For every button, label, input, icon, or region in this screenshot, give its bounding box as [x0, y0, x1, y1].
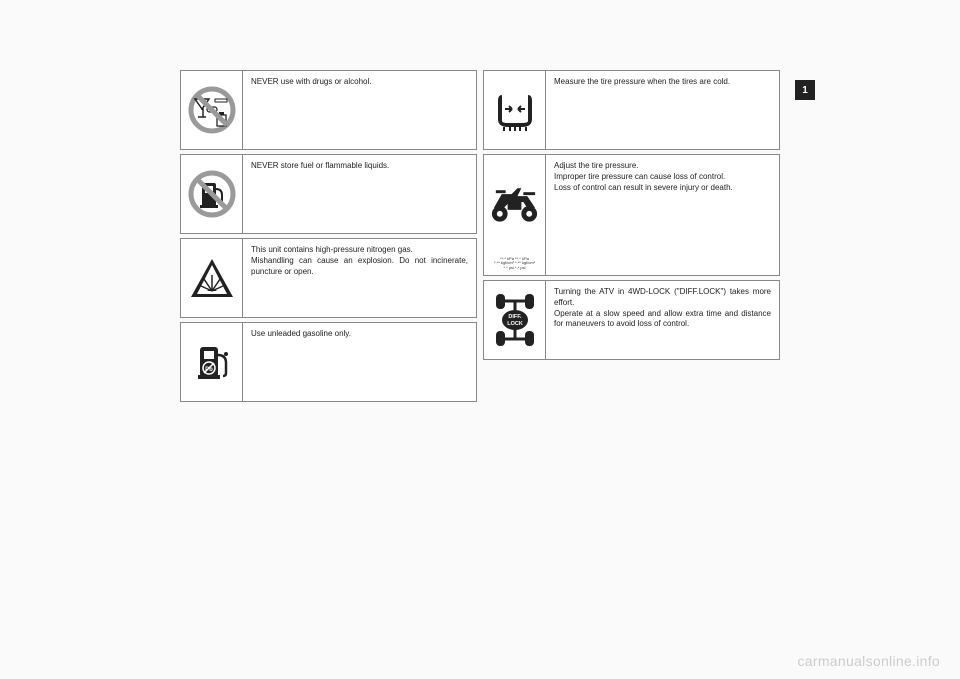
icon-cell — [181, 71, 243, 149]
warning-text: Measure the tire pressure when the tires… — [546, 71, 779, 149]
row-diff-lock: DIFF. LOCK Turning the ATV in 4WD-LOCK (… — [483, 280, 780, 360]
row-unleaded-only: Pb Use unleaded gasoline only. — [180, 322, 477, 402]
icon-cell: Pb — [181, 323, 243, 401]
page-number: 1 — [802, 85, 808, 96]
diff-label-bottom: LOCK — [507, 321, 523, 327]
warning-text: Turning the ATV in 4WD-LOCK ("DIFF.LOCK"… — [546, 281, 779, 359]
left-column: NEVER use with drugs or alcohol. NEVER s… — [180, 70, 477, 402]
icon-cell: **.* kPa **.* kPa *.** kgf/cm² *.** kgf/… — [484, 155, 546, 275]
no-drugs-alcohol-icon — [187, 85, 237, 135]
icon-cell — [181, 239, 243, 317]
row-tire-pressure-cold: Measure the tire pressure when the tires… — [483, 70, 780, 150]
warning-text: NEVER store fuel or flammable liquids. — [243, 155, 476, 233]
readout-line: *.* psi *.* psi — [484, 266, 545, 271]
diff-label-top: DIFF. — [508, 314, 522, 320]
warning-text: NEVER use with drugs or alcohol. — [243, 71, 476, 149]
row-adjust-tire-pressure: **.* kPa **.* kPa *.** kgf/cm² *.** kgf/… — [483, 154, 780, 276]
no-fuel-storage-icon — [187, 169, 237, 219]
icon-cell — [484, 71, 546, 149]
explosion-warning-icon — [187, 253, 237, 303]
icon-cell — [181, 155, 243, 233]
row-no-drugs-alcohol: NEVER use with drugs or alcohol. — [180, 70, 477, 150]
page-number-tab: 1 — [795, 80, 815, 100]
warning-text: This unit contains high-pressure nitroge… — [243, 239, 476, 317]
tire-pressure-icon — [490, 85, 540, 135]
tire-pressure-readout: **.* kPa **.* kPa *.** kgf/cm² *.** kgf/… — [484, 257, 545, 271]
row-nitrogen-gas: This unit contains high-pressure nitroge… — [180, 238, 477, 318]
row-no-fuel-storage: NEVER store fuel or flammable liquids. — [180, 154, 477, 234]
diff-lock-icon: DIFF. LOCK — [490, 290, 540, 350]
icon-cell: DIFF. LOCK — [484, 281, 546, 359]
warning-text: Adjust the tire pressure. Improper tire … — [546, 155, 779, 275]
right-column: Measure the tire pressure when the tires… — [483, 70, 780, 402]
atv-icon — [488, 180, 541, 224]
safety-table: NEVER use with drugs or alcohol. NEVER s… — [180, 70, 780, 402]
watermark: carmanualsonline.info — [798, 653, 941, 669]
warning-text: Use unleaded gasoline only. — [243, 323, 476, 401]
unleaded-gasoline-icon: Pb — [187, 337, 237, 387]
